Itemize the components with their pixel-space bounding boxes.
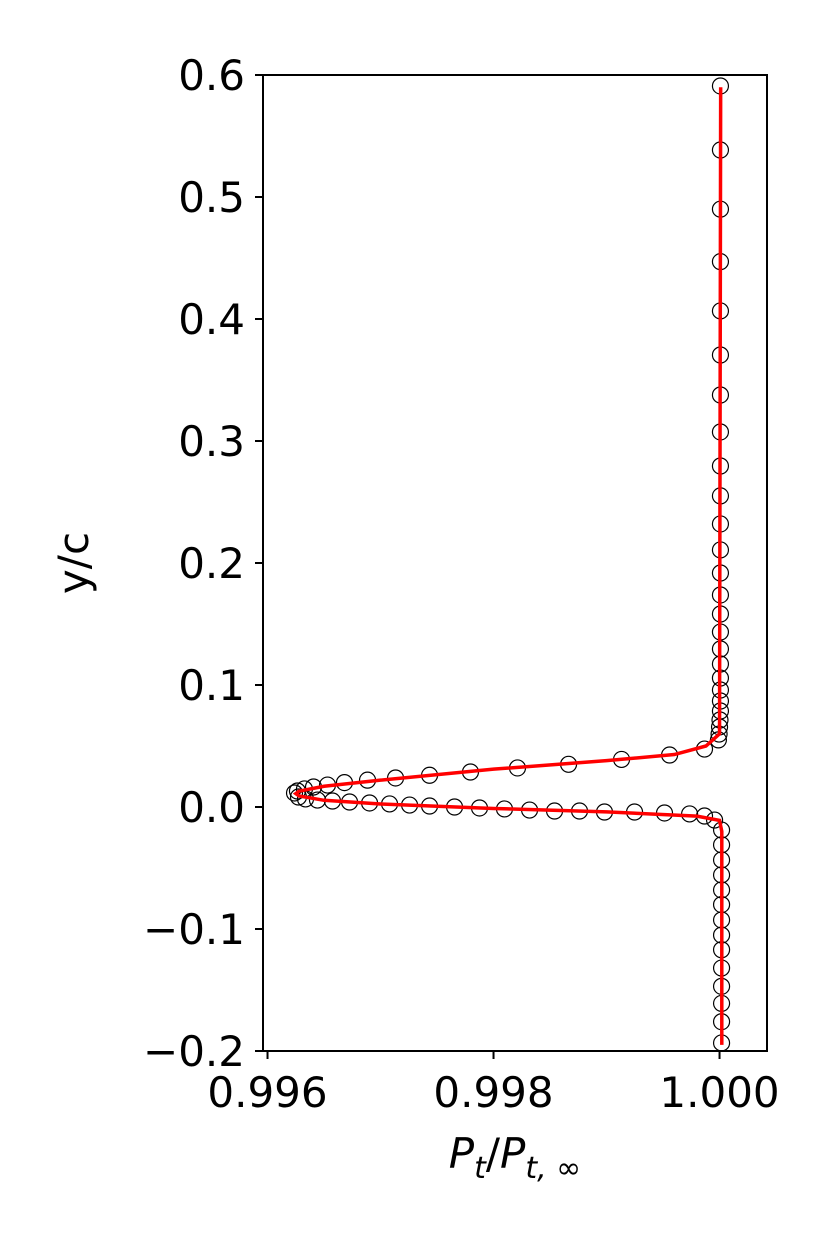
y-tick-label: −0.1 [143, 905, 245, 954]
y-tick-label: 0.5 [178, 173, 245, 222]
y-tick-label: 0.3 [178, 417, 245, 466]
y-tick-label: 0.2 [178, 539, 245, 588]
y-tick-label: −0.2 [143, 1027, 245, 1076]
y-axis-label: y/c [49, 532, 98, 594]
data-point [285, 784, 304, 802]
x-tick-label: 1.000 [659, 1068, 779, 1117]
y-tick-label: 0.4 [178, 295, 245, 344]
x-label-part: P [500, 1129, 526, 1178]
x-tick-label: 0.998 [433, 1068, 553, 1117]
y-tick-label: 0.6 [178, 51, 245, 100]
plot-frame [262, 74, 768, 1052]
x-label-part: P [449, 1129, 475, 1178]
x-label-part: t, ∞ [525, 1151, 581, 1186]
x-label-part: / [486, 1129, 501, 1178]
x-label-part: t [474, 1151, 487, 1186]
data-line [292, 87, 724, 1045]
x-tick-label: 0.996 [207, 1068, 327, 1117]
data-point [705, 811, 724, 829]
y-tick-label: 0.1 [178, 661, 245, 710]
y-tick-label: 0.0 [178, 783, 245, 832]
x-axis-label: Pt/Pt, ∞ [449, 1129, 581, 1186]
